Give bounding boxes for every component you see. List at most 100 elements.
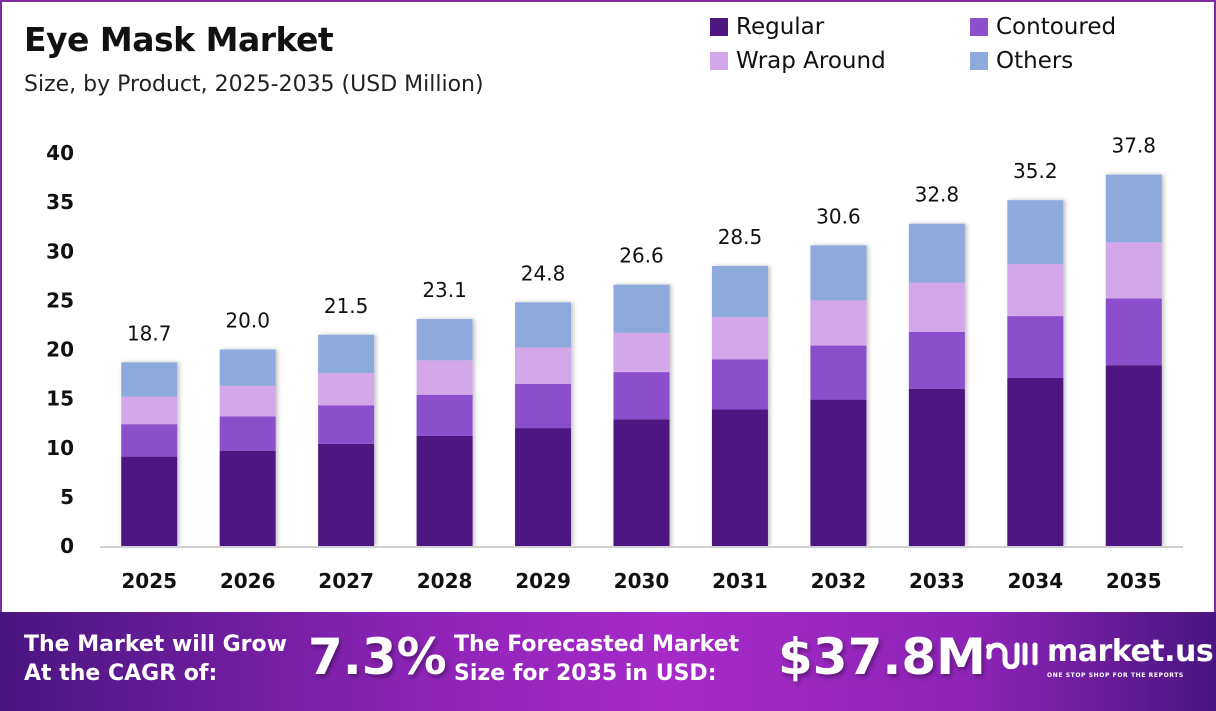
x-tick-label: 2034 [1007,569,1063,593]
x-tick-label: 2031 [712,569,768,593]
total-label: 37.8 [1112,134,1157,158]
x-tick-label: 2032 [811,569,867,593]
bar-segment-wrap-around [219,385,276,417]
legend-label: Regular [736,14,825,40]
bar-segment-contoured [613,372,670,420]
bar-segment-others [416,319,473,361]
chart-subtitle: Size, by Product, 2025-2035 (USD Million… [24,72,484,97]
x-tick-label: 2026 [220,569,276,593]
market-us-logo-icon [986,642,1038,669]
total-label: 30.6 [816,204,861,228]
bar-segment-contoured [515,383,572,429]
total-labels: 18.7 20.0 21.5 23.1 24.8 26.6 28.5 30.6 32.8 35.2… [127,134,1156,346]
logo-name: market.us [1047,634,1214,669]
legend-item-wrap-around: Wrap Around [710,48,886,74]
bar-segment-contoured [219,416,276,451]
bar-stack [613,284,670,546]
legend-swatch-wrap-around [710,52,728,70]
y-tick-label: 0 [60,534,74,558]
total-label: 20.0 [225,309,270,333]
total-label: 32.8 [915,183,960,207]
y-tick-label: 20 [46,338,74,362]
bar-segment-wrap-around [908,282,965,332]
legend-item-others: Others [970,48,1073,74]
cagr-label-line2: At the CAGR of: [24,661,218,686]
y-tick-label: 40 [46,141,74,165]
bar-stack [711,265,768,546]
bar-segment-contoured [1007,316,1064,378]
forecast-label-line2: Size for 2035 in USD: [454,661,717,686]
x-tick-label: 2029 [515,569,571,593]
x-tick-label: 2028 [417,569,473,593]
legend-label: Others [996,48,1074,74]
legend-swatch-regular [710,18,728,36]
forecast-value: $37.8M [778,628,986,686]
bar-segment-wrap-around [318,373,375,406]
forecast-label: The Forecasted Market Size for 2035 in U… [454,630,739,688]
bar-segment-wrap-around [515,347,572,384]
y-tick-label: 10 [46,436,74,460]
bar-segment-others [908,223,965,283]
bar-segment-others [121,362,178,397]
bar-stack [318,334,375,546]
chart-title: Eye Mask Market [24,20,334,59]
bar-segment-regular [219,450,276,546]
total-label: 35.2 [1013,159,1058,183]
bar-stack [416,319,473,546]
bar-segment-contoured [1105,298,1162,366]
summary-banner: The Market will Grow At the CAGR of: 7.3… [0,612,1216,711]
legend-label: Contoured [996,14,1117,40]
bar-segment-wrap-around [1105,242,1162,299]
legend-label: Wrap Around [736,48,886,74]
bar-segment-others [1007,200,1064,265]
bar-segment-others [318,334,375,374]
y-axis: 0 5 10 15 20 25 30 35 40 [46,141,74,558]
total-label: 18.7 [127,321,172,345]
y-tick-label: 35 [46,190,74,214]
market-us-logo: market.us ONE STOP SHOP FOR THE REPORTS [985,634,1214,679]
bar-segment-regular [810,399,867,546]
y-tick-label: 15 [46,387,74,411]
bar-segment-contoured [810,345,867,400]
bar-segment-regular [711,409,768,546]
bar-segment-wrap-around [121,396,178,425]
bar-segment-contoured [416,394,473,436]
bar-segment-others [1105,174,1162,243]
x-tick-label: 2033 [909,569,965,593]
total-label: 21.5 [324,294,369,318]
bar-segment-regular [1105,365,1162,546]
legend-swatch-contoured [970,18,988,36]
bar-segment-contoured [908,331,965,389]
bar-segment-regular [515,428,572,546]
legend-item-regular: Regular [710,14,824,40]
forecast-label-line1: The Forecasted Market [454,632,740,657]
y-tick-label: 30 [46,239,74,263]
bar-segment-wrap-around [1007,264,1064,317]
bar-segment-wrap-around [711,317,768,360]
bar-segment-contoured [318,405,375,444]
bar-stack [121,362,178,546]
bar-segment-regular [318,443,375,546]
x-tick-label: 2035 [1106,569,1162,593]
bar-stack [1105,174,1162,546]
legend-swatch-others [970,52,988,70]
total-label: 23.1 [422,278,467,302]
bar-segment-contoured [121,424,178,457]
cagr-value: 7.3% [308,628,447,686]
bar-stack [810,245,867,546]
bars [121,174,1162,546]
bar-segment-others [219,349,276,386]
bar-segment-wrap-around [810,300,867,346]
y-tick-label: 25 [46,288,74,312]
bar-segment-wrap-around [613,332,670,373]
y-tick-label: 5 [60,485,74,509]
bar-stack [219,349,276,546]
bar-segment-contoured [711,359,768,410]
cagr-label: The Market will Grow At the CAGR of: [24,630,287,688]
total-label: 28.5 [718,225,763,249]
total-label: 26.6 [619,244,664,268]
bar-segment-wrap-around [416,360,473,395]
bar-segment-regular [613,419,670,546]
bar-stack [515,302,572,546]
